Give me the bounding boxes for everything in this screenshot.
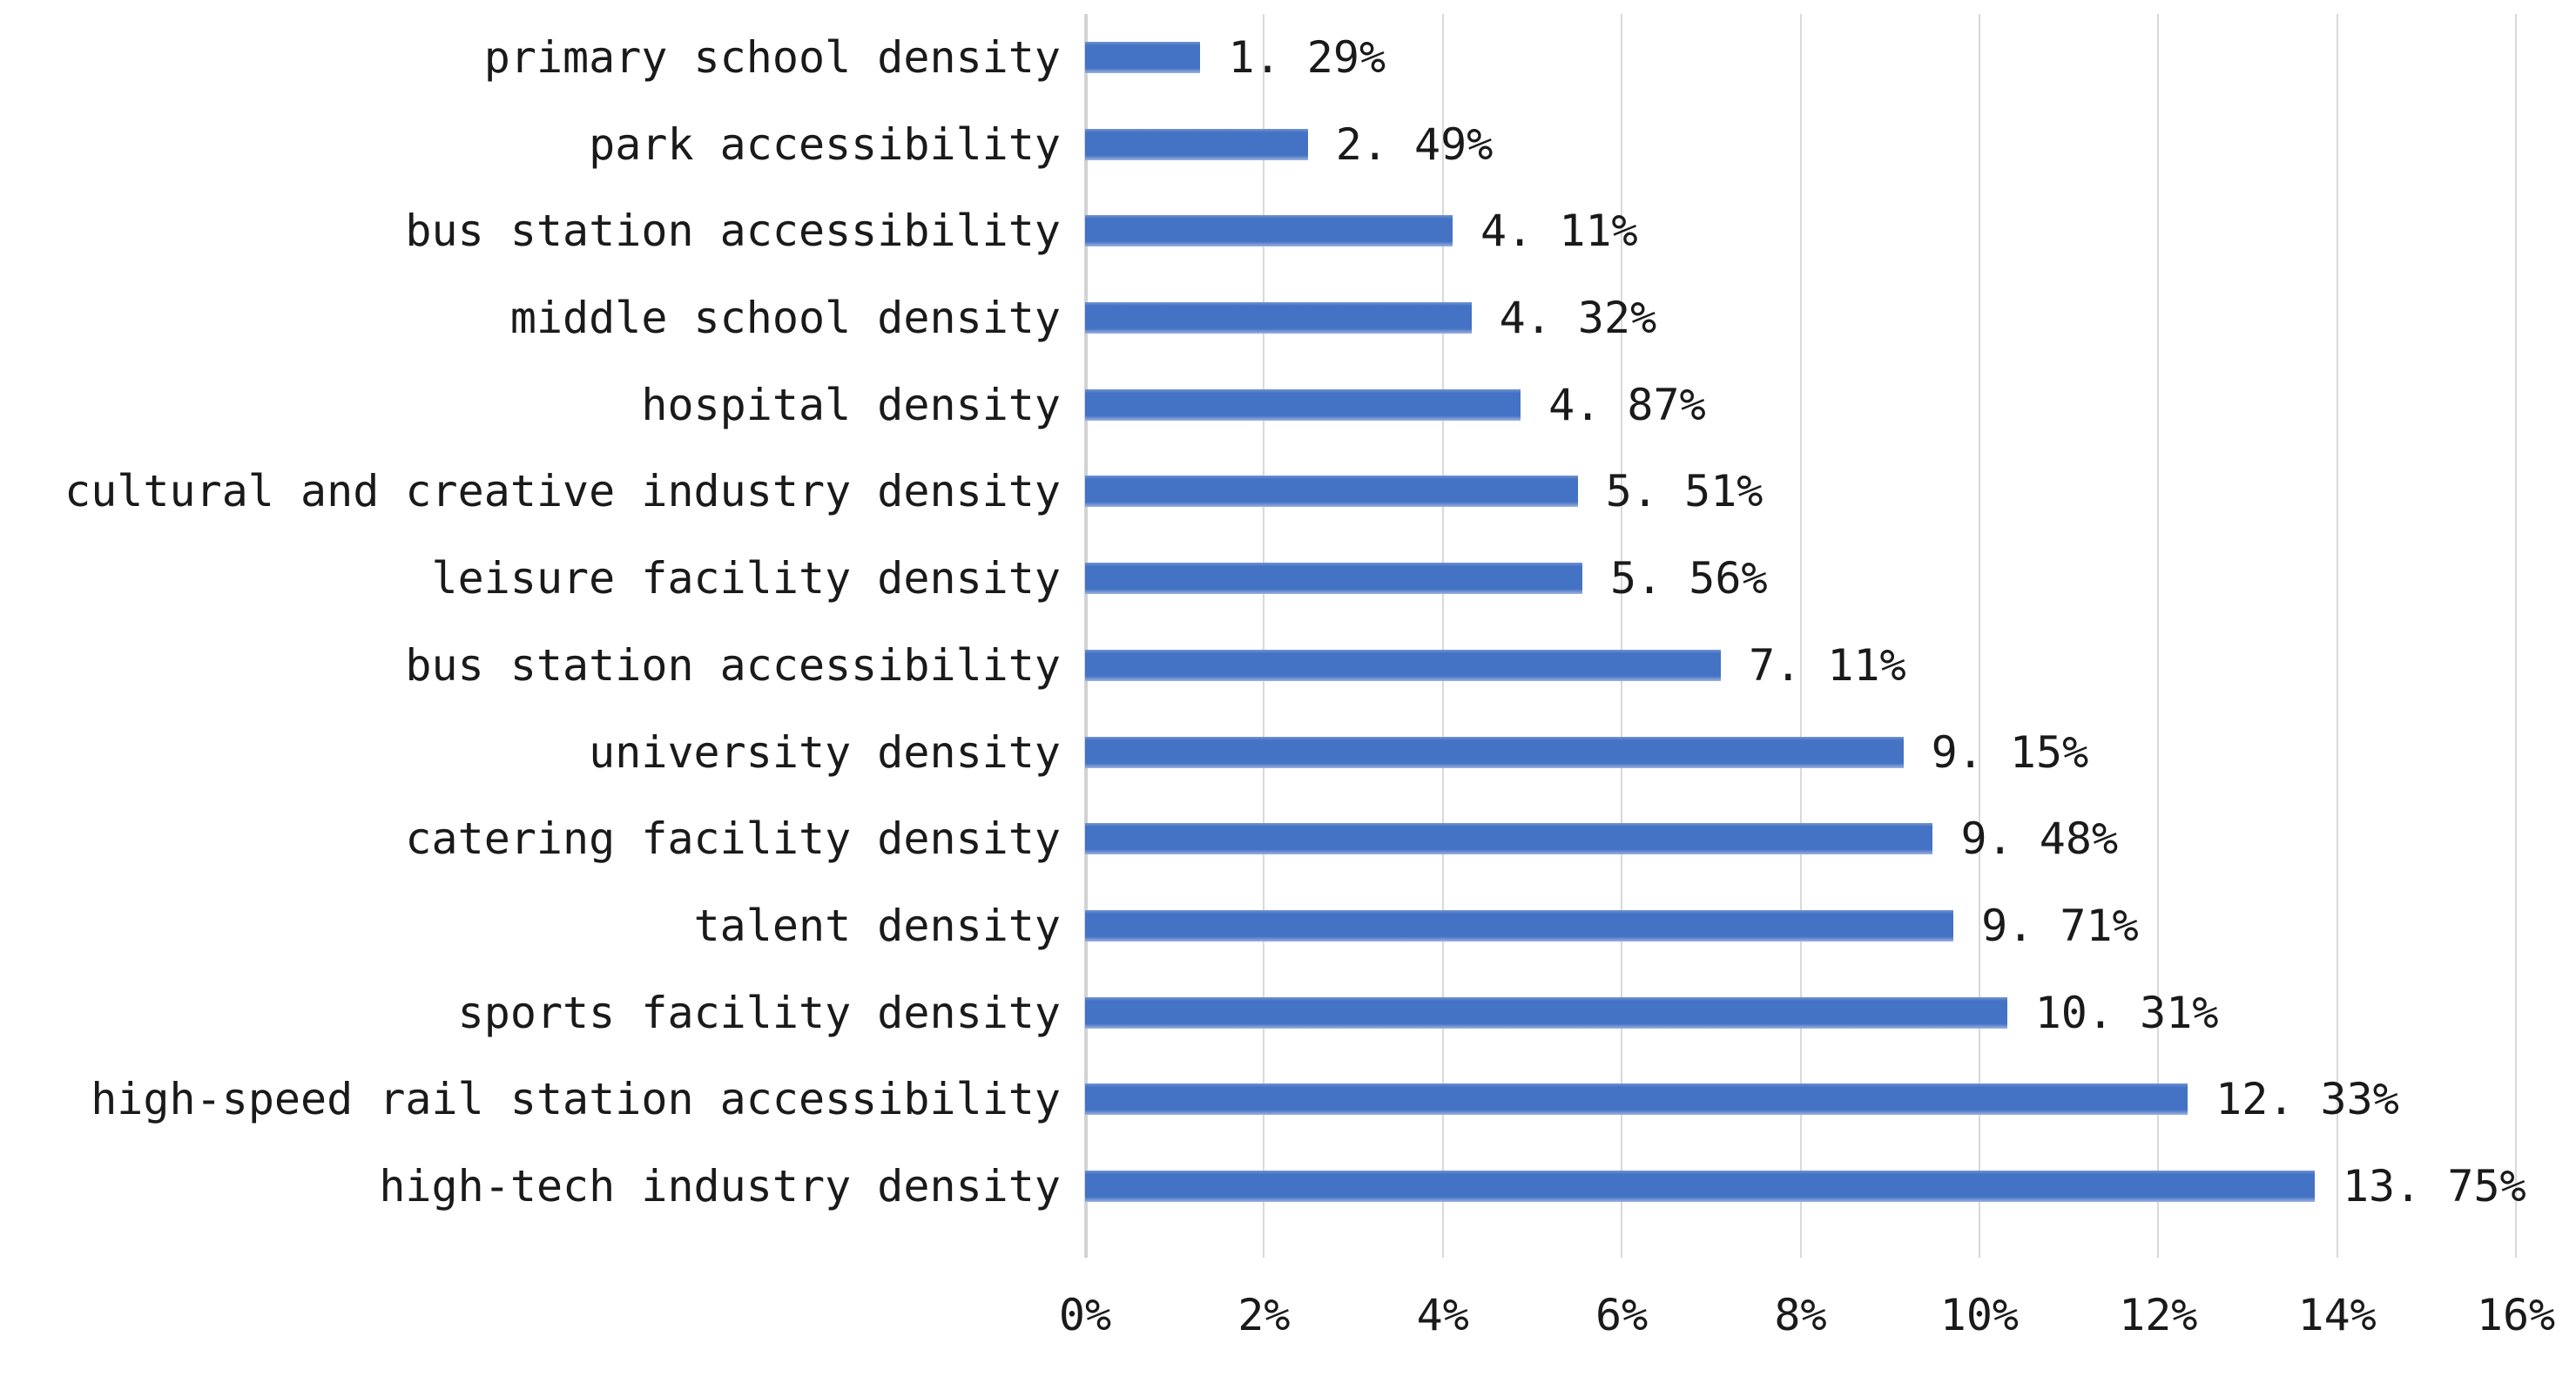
bar	[1085, 1171, 2315, 1203]
value-label: 9. 48%	[1960, 813, 2119, 865]
value-label: 7. 11%	[1749, 639, 1906, 691]
value-label: 5. 56%	[1609, 553, 1768, 604]
bar	[1085, 476, 1578, 508]
gridline	[1084, 14, 1088, 1258]
x-axis-tick-label: 4%	[1416, 1290, 1469, 1340]
x-axis-tick-label: 12%	[2119, 1290, 2198, 1340]
value-label: 5. 51%	[1605, 466, 1763, 517]
category-label: high-tech industry density	[379, 1161, 1061, 1212]
bar	[1085, 736, 1904, 768]
category-label: catering facility density	[405, 813, 1061, 865]
value-label: 10. 31%	[2034, 987, 2219, 1038]
gridline	[1263, 14, 1265, 1258]
category-label: high-speed rail station accessibility	[91, 1074, 1061, 1125]
category-label: park accessibility	[589, 118, 1061, 170]
bar	[1085, 302, 1472, 334]
gridline	[2336, 14, 2338, 1258]
value-label: 9. 15%	[1931, 726, 2089, 778]
gridline	[2515, 14, 2517, 1258]
gridline	[1978, 14, 1980, 1258]
bar	[1085, 563, 1582, 595]
bar	[1085, 996, 2007, 1029]
bar	[1085, 649, 1722, 681]
bar	[1085, 910, 1954, 942]
gridline	[1799, 14, 1802, 1258]
bar	[1085, 388, 1521, 421]
category-label: primary school density	[483, 31, 1061, 83]
category-label: bus station accessibility	[405, 639, 1061, 691]
x-axis-tick-label: 0%	[1058, 1290, 1112, 1340]
gridline	[1621, 14, 1623, 1258]
category-label: sports facility density	[457, 987, 1061, 1038]
value-label: 4. 87%	[1548, 379, 1706, 430]
value-label: 13. 75%	[2342, 1161, 2526, 1212]
value-label: 4. 32%	[1499, 293, 1657, 343]
value-label: 1. 29%	[1228, 31, 1386, 83]
value-label: 9. 71%	[1981, 901, 2139, 951]
category-label: talent density	[693, 901, 1061, 951]
x-axis-tick-label: 8%	[1774, 1290, 1827, 1340]
value-label: 12. 33%	[2215, 1074, 2399, 1125]
category-label: middle school density	[509, 293, 1061, 343]
category-label: cultural and creative industry density	[64, 466, 1061, 517]
category-label: hospital density	[641, 379, 1061, 430]
value-label: 4. 11%	[1480, 206, 1638, 257]
bar	[1085, 215, 1453, 247]
x-axis-tick-label: 6%	[1595, 1290, 1649, 1340]
bar	[1085, 823, 1933, 855]
bar	[1085, 41, 1201, 73]
x-axis-tick-label: 14%	[2297, 1290, 2377, 1340]
category-label: university density	[589, 726, 1061, 778]
category-label: leisure facility density	[431, 553, 1061, 604]
x-axis-tick-label: 16%	[2476, 1290, 2556, 1340]
x-axis-tick-label: 2%	[1237, 1290, 1291, 1340]
bar	[1085, 1083, 2188, 1116]
gridline	[2157, 14, 2160, 1258]
category-label: bus station accessibility	[405, 206, 1061, 257]
x-axis-tick-label: 10%	[1939, 1290, 2020, 1340]
bar	[1085, 128, 1308, 160]
gridline	[1441, 14, 1444, 1258]
value-label: 2. 49%	[1335, 118, 1494, 170]
